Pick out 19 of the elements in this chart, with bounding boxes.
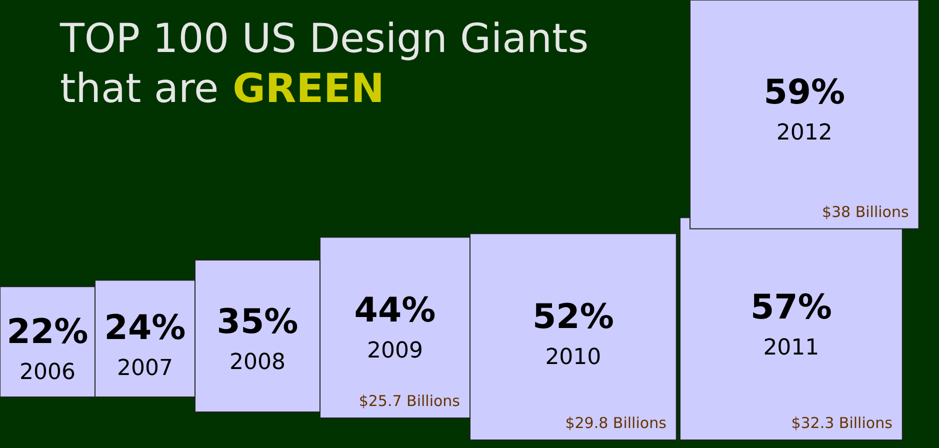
data-label: 35% [216, 302, 298, 342]
data-label: 52% [532, 297, 614, 338]
data-label: 57% [750, 288, 832, 328]
text: $25.7 Billions [358, 392, 460, 410]
category-label: 2006 [20, 360, 76, 385]
category-label: 2011 [763, 336, 820, 361]
text: $32.3 Billions [791, 414, 893, 432]
chart-title: TOP 100 US Design Giants that are GREEN [60, 16, 589, 112]
category-label: 2007 [117, 356, 173, 381]
text: $29.8 Billions [565, 414, 667, 432]
category-label: 2010 [545, 345, 602, 370]
data-label: 59% [764, 72, 846, 113]
data-label: 24% [104, 308, 186, 348]
category-label: 2009 [367, 338, 423, 364]
data-label: 22% [6, 312, 88, 352]
category-label: 2012 [776, 120, 832, 146]
text: $38 Billions [822, 202, 909, 221]
data-label: 44% [354, 290, 436, 331]
category-label: 2008 [230, 350, 286, 375]
